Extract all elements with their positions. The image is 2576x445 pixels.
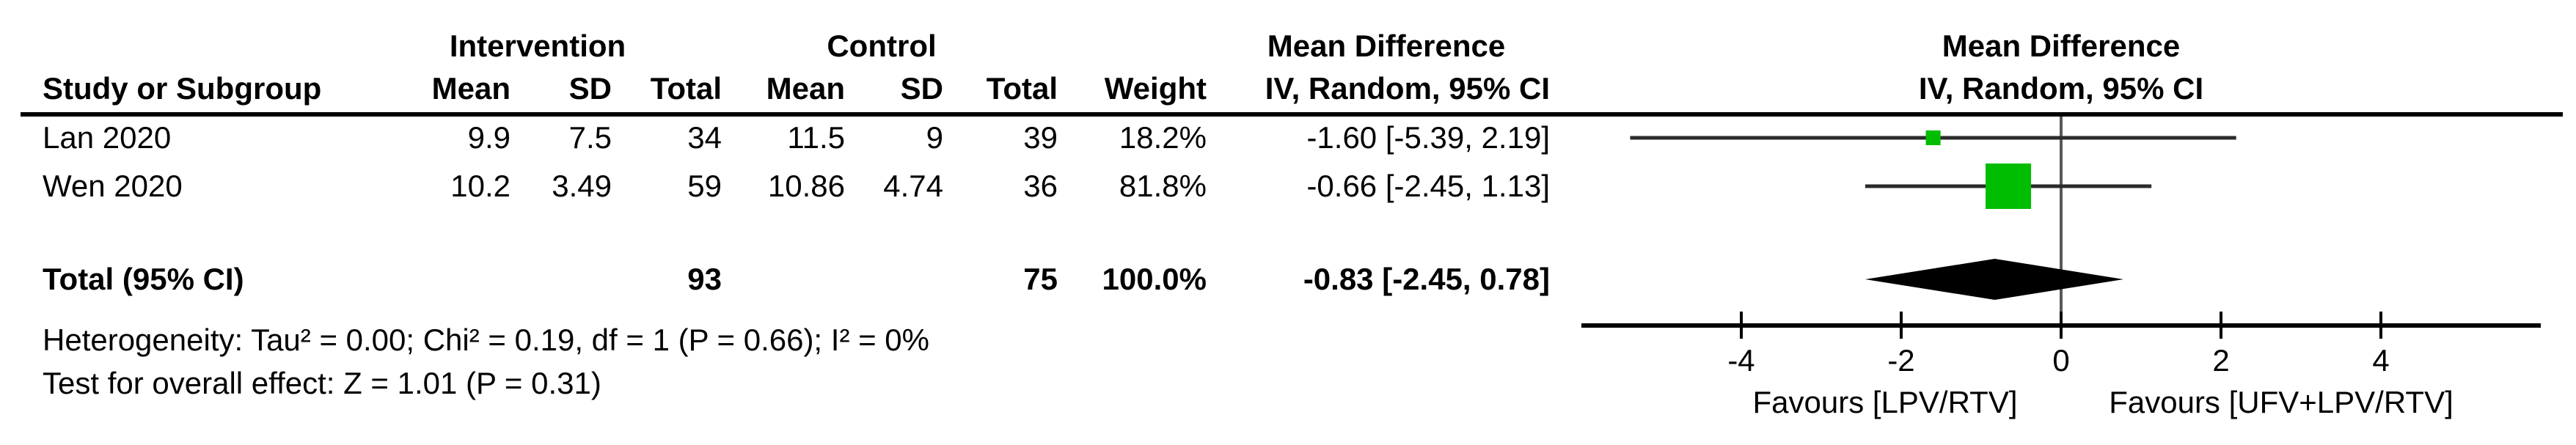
- int-total-value: 59: [687, 169, 722, 203]
- col-header-mean-int: Mean: [431, 71, 511, 106]
- overall-diamond: [1865, 259, 2124, 300]
- x-tick-label: -4: [1727, 343, 1754, 378]
- effect-marker: [1925, 130, 1941, 146]
- col-header-sd-int: SD: [568, 71, 612, 106]
- group-header-control: Control: [827, 29, 937, 63]
- col-header-ci: IV, Random, 95% CI: [1265, 71, 1550, 106]
- favours-left-label: Favours [LPV/RTV]: [1752, 385, 2017, 419]
- col-header-weight: Weight: [1104, 71, 1207, 106]
- ctl-total-value: 36: [1023, 169, 1058, 203]
- plot-title: Mean Difference: [1942, 29, 2181, 63]
- x-tick-label: 0: [2052, 343, 2069, 378]
- group-header-mean-difference: Mean Difference: [1267, 29, 1506, 63]
- int-mean-value: 10.2: [450, 169, 511, 203]
- study-name: Wen 2020: [43, 169, 183, 203]
- x-tick-label: 2: [2212, 343, 2229, 378]
- ctl-sd-value: 4.74: [883, 169, 943, 203]
- favours-right-label: Favours [UFV+LPV/RTV]: [2109, 385, 2454, 419]
- int-sd-value: 3.49: [552, 169, 612, 203]
- int-sd-value: 7.5: [568, 120, 612, 155]
- col-header-study: Study or Subgroup: [43, 71, 322, 106]
- total-label: Total (95% CI): [43, 262, 244, 296]
- ctl-mean-value: 10.86: [767, 169, 845, 203]
- col-header-total-int: Total: [650, 71, 722, 106]
- ctl-total-value: 39: [1023, 120, 1058, 155]
- col-header-sd-ctl: SD: [900, 71, 943, 106]
- int-mean-value: 9.9: [467, 120, 511, 155]
- ctl-mean-value: 11.5: [787, 120, 845, 155]
- x-tick-label: 4: [2372, 343, 2389, 378]
- total-weight: 100.0%: [1102, 262, 1207, 296]
- ctl-sd-value: 9: [926, 120, 943, 155]
- col-header-total-ctl: Total: [986, 71, 1058, 106]
- ci-text-value: -0.66 [-2.45, 1.13]: [1306, 169, 1550, 203]
- x-tick-label: -2: [1887, 343, 1914, 378]
- group-header-intervention: Intervention: [449, 29, 626, 63]
- total-ci-text: -0.83 [-2.45, 0.78]: [1303, 262, 1550, 296]
- heterogeneity-text: Heterogeneity: Tau² = 0.00; Chi² = 0.19,…: [43, 323, 929, 357]
- ci-text-value: -1.60 [-5.39, 2.19]: [1306, 120, 1550, 155]
- int-total-value: 34: [687, 120, 722, 155]
- total-ctl-total: 75: [1023, 262, 1058, 296]
- plot-subtitle: IV, Random, 95% CI: [1918, 71, 2204, 106]
- weight-value: 81.8%: [1119, 169, 1207, 203]
- effect-marker: [1986, 163, 2032, 209]
- weight-value: 18.2%: [1119, 120, 1207, 155]
- col-header-mean-ctl: Mean: [766, 71, 845, 106]
- overall-effect-text: Test for overall effect: Z = 1.01 (P = 0…: [43, 366, 601, 400]
- total-int-total: 93: [687, 262, 722, 296]
- study-name: Lan 2020: [43, 120, 172, 155]
